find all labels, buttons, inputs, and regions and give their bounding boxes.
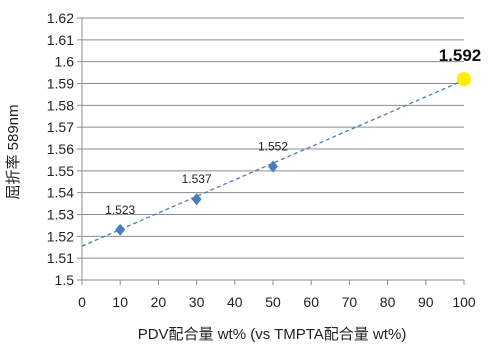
y-tick-label: 1.51 xyxy=(47,250,74,266)
data-point-highlight xyxy=(457,72,471,87)
y-tick-label: 1.59 xyxy=(47,76,74,92)
x-axis: 0 10 20 30 40 50 60 70 80 90 100 xyxy=(78,279,476,310)
y-tick-label: 1.55 xyxy=(47,163,74,179)
x-tick-label: 100 xyxy=(452,294,476,310)
x-tick-label: 90 xyxy=(418,294,434,310)
x-tick-label: 40 xyxy=(227,294,243,310)
data-point-diamond xyxy=(191,193,202,206)
y-tick-label: 1.57 xyxy=(47,119,74,135)
y-tick-label: 1.6 xyxy=(55,54,75,70)
x-tick-label: 50 xyxy=(265,294,281,310)
y-tick-label: 1.58 xyxy=(47,97,74,113)
data-point-diamond xyxy=(268,160,278,173)
y-tick-label: 1.61 xyxy=(47,32,74,48)
data-label: 1.537 xyxy=(182,172,212,186)
y-tick-label: 1.54 xyxy=(47,185,74,201)
y-axis: 1.5 1.51 1.52 1.53 1.54 1.55 1.56 1.57 1.58 1.59 1… xyxy=(47,10,83,288)
data-label: 1.523 xyxy=(105,203,135,217)
y-tick-label: 1.53 xyxy=(47,207,74,223)
y-tick-label: 1.52 xyxy=(47,228,74,244)
x-tick-label: 80 xyxy=(380,294,396,310)
x-tick-label: 0 xyxy=(78,294,86,310)
x-tick-label: 30 xyxy=(189,294,205,310)
x-tick-label: 70 xyxy=(342,294,358,310)
data-point-diamond xyxy=(115,223,126,236)
data-label-highlight: 1.592 xyxy=(439,46,482,65)
y-axis-title: 屈折率 589nm xyxy=(5,104,22,199)
y-tick-label: 1.5 xyxy=(55,272,75,288)
data-labels: 1.523 1.537 1.552 1.592 xyxy=(105,46,482,217)
data-points xyxy=(115,72,471,236)
y-tick-label: 1.56 xyxy=(47,141,74,157)
x-tick-label: 10 xyxy=(112,294,128,310)
x-axis-title: PDV配合量 wt% (vs TMPTA配合量 wt%) xyxy=(138,326,407,343)
y-tick-label: 1.62 xyxy=(47,10,74,26)
x-tick-label: 60 xyxy=(303,294,319,310)
x-tick-label: 20 xyxy=(151,294,167,310)
data-label: 1.552 xyxy=(258,139,288,153)
